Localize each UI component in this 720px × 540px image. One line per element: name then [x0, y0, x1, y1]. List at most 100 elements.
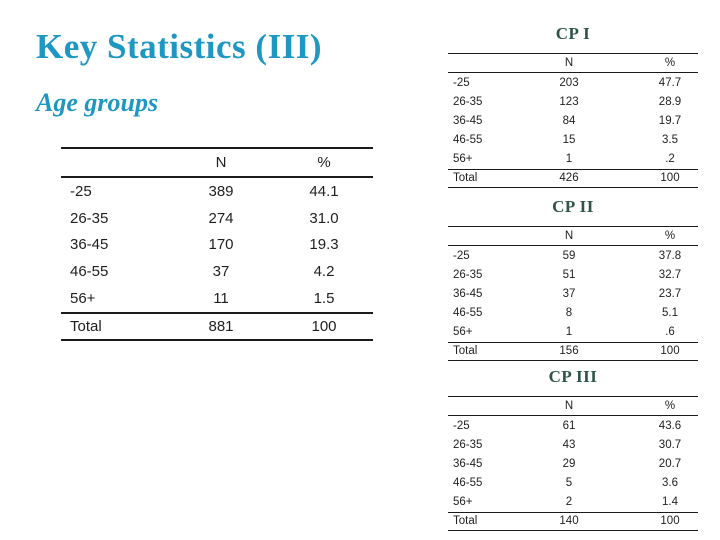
cell-n: 84: [562, 114, 576, 127]
cell-n: 2: [565, 496, 573, 509]
col-header-n: N: [564, 400, 574, 412]
table-row: 26-35 51 32.7: [448, 265, 698, 284]
cell-n: 37: [562, 287, 576, 300]
cell-pct: 4.2: [313, 263, 335, 281]
cell-label: Total: [453, 345, 478, 358]
cell-label: 56+: [453, 496, 473, 509]
table-row: 26-35 274 31.0: [61, 205, 373, 232]
cell-n: 274: [208, 209, 234, 227]
cell-label: -25: [453, 76, 470, 89]
cell-label: 46-55: [453, 307, 483, 320]
cell-pct: 100: [660, 515, 680, 528]
cell-pct: .2: [665, 153, 675, 166]
cell-n: 389: [208, 182, 234, 200]
cell-pct: 20.7: [658, 457, 682, 470]
cell-label: 46-55: [453, 134, 483, 147]
cell-label: 26-35: [70, 209, 109, 227]
cell-label: 26-35: [453, 438, 483, 451]
cell-n: 140: [559, 515, 579, 528]
cp3-table: N % -25 61 43.6 26-35 43 30.7 36-45 29 2…: [448, 396, 698, 531]
cell-n: 881: [208, 317, 234, 335]
age-groups-table: N % -25 389 44.1 26-35 274 31.0 36-45 17…: [61, 147, 373, 341]
cell-pct: 3.5: [662, 134, 678, 147]
table-row: 26-35 123 28.9: [448, 92, 698, 111]
cp1-table: N % -25 203 47.7 26-35 123 28.9 36-45 84…: [448, 53, 698, 188]
table-row: 36-45 84 19.7: [448, 111, 698, 130]
page-subtitle: Age groups: [36, 88, 159, 117]
cell-label: Total: [70, 317, 102, 335]
cell-label: -25: [453, 419, 470, 432]
table-row: 56+ 2 1.4: [448, 493, 698, 512]
cell-label: 36-45: [453, 287, 483, 300]
table-header-row: N %: [448, 53, 698, 73]
cell-pct: 19.3: [309, 236, 339, 254]
cell-pct: 44.1: [309, 182, 339, 200]
cell-pct: 30.7: [658, 438, 682, 451]
cell-pct: 100: [660, 172, 680, 185]
cell-label: 46-55: [453, 477, 483, 490]
cell-label: Total: [453, 172, 478, 185]
cp1-title: CP I: [555, 24, 591, 43]
cell-pct: 28.9: [658, 95, 682, 108]
cell-pct: 32.7: [658, 268, 682, 281]
cell-label: 56+: [453, 326, 473, 339]
cell-n: 8: [565, 307, 573, 320]
cell-n: 51: [562, 268, 576, 281]
cell-n: 426: [559, 172, 579, 185]
cell-n: 37: [212, 263, 230, 281]
table-header-row: N %: [61, 147, 373, 178]
cell-pct: 43.6: [658, 419, 682, 432]
cell-label: -25: [70, 182, 92, 200]
cp1-section: CP I N % -25 203 47.7 26-35 123 28.9 36-…: [448, 24, 698, 188]
cp3-title: CP III: [548, 367, 598, 386]
cell-pct: 47.7: [658, 76, 682, 89]
page-title: Key Statistics (III): [36, 27, 323, 66]
table-total-row: Total 426 100: [448, 168, 698, 188]
cp2-title: CP II: [552, 197, 594, 216]
cell-label: 26-35: [453, 95, 483, 108]
table-row: 46-55 37 4.2: [61, 258, 373, 285]
col-header-n: N: [564, 230, 574, 242]
cell-pct: 100: [660, 345, 680, 358]
cp2-section: CP II N % -25 59 37.8 26-35 51 32.7 36-4…: [448, 197, 698, 361]
table-row: -25 59 37.8: [448, 246, 698, 265]
col-header-pct: %: [664, 400, 676, 412]
table-row: 46-55 5 3.6: [448, 474, 698, 493]
cell-n: 61: [562, 419, 576, 432]
cell-n: 59: [562, 249, 576, 262]
cell-label: -25: [453, 249, 470, 262]
cell-pct: 37.8: [658, 249, 682, 262]
table-row: 36-45 29 20.7: [448, 454, 698, 473]
table-row: -25 61 43.6: [448, 416, 698, 435]
col-header-n: N: [564, 57, 574, 69]
table-row: -25 203 47.7: [448, 73, 698, 92]
cell-label: 36-45: [453, 114, 483, 127]
table-header-row: N %: [448, 396, 698, 416]
cell-pct: 23.7: [658, 287, 682, 300]
table-row: 36-45 170 19.3: [61, 232, 373, 259]
table-row: -25 389 44.1: [61, 178, 373, 205]
table-row: 26-35 43 30.7: [448, 435, 698, 454]
cell-label: 56+: [453, 153, 473, 166]
cell-pct: .6: [665, 326, 675, 339]
cell-n: 29: [562, 457, 576, 470]
col-header-n: N: [215, 154, 227, 171]
cell-pct: 100: [311, 317, 337, 335]
col-header-pct: %: [664, 230, 676, 242]
cell-pct: 1.5: [313, 290, 335, 308]
cell-n: 1: [565, 153, 573, 166]
cell-label: Total: [453, 515, 478, 528]
cell-n: 203: [559, 76, 579, 89]
table-row: 56+ 1 .6: [448, 323, 698, 342]
cell-label: 56+: [70, 290, 96, 308]
col-header-pct: %: [664, 57, 676, 69]
cell-label: 26-35: [453, 268, 483, 281]
cell-n: 11: [213, 290, 229, 308]
cell-n: 15: [562, 134, 576, 147]
cell-n: 43: [562, 438, 576, 451]
cell-n: 1: [565, 326, 573, 339]
table-row: 46-55 15 3.5: [448, 131, 698, 150]
table-total-row: Total 140 100: [448, 511, 698, 531]
cell-n: 123: [559, 95, 579, 108]
